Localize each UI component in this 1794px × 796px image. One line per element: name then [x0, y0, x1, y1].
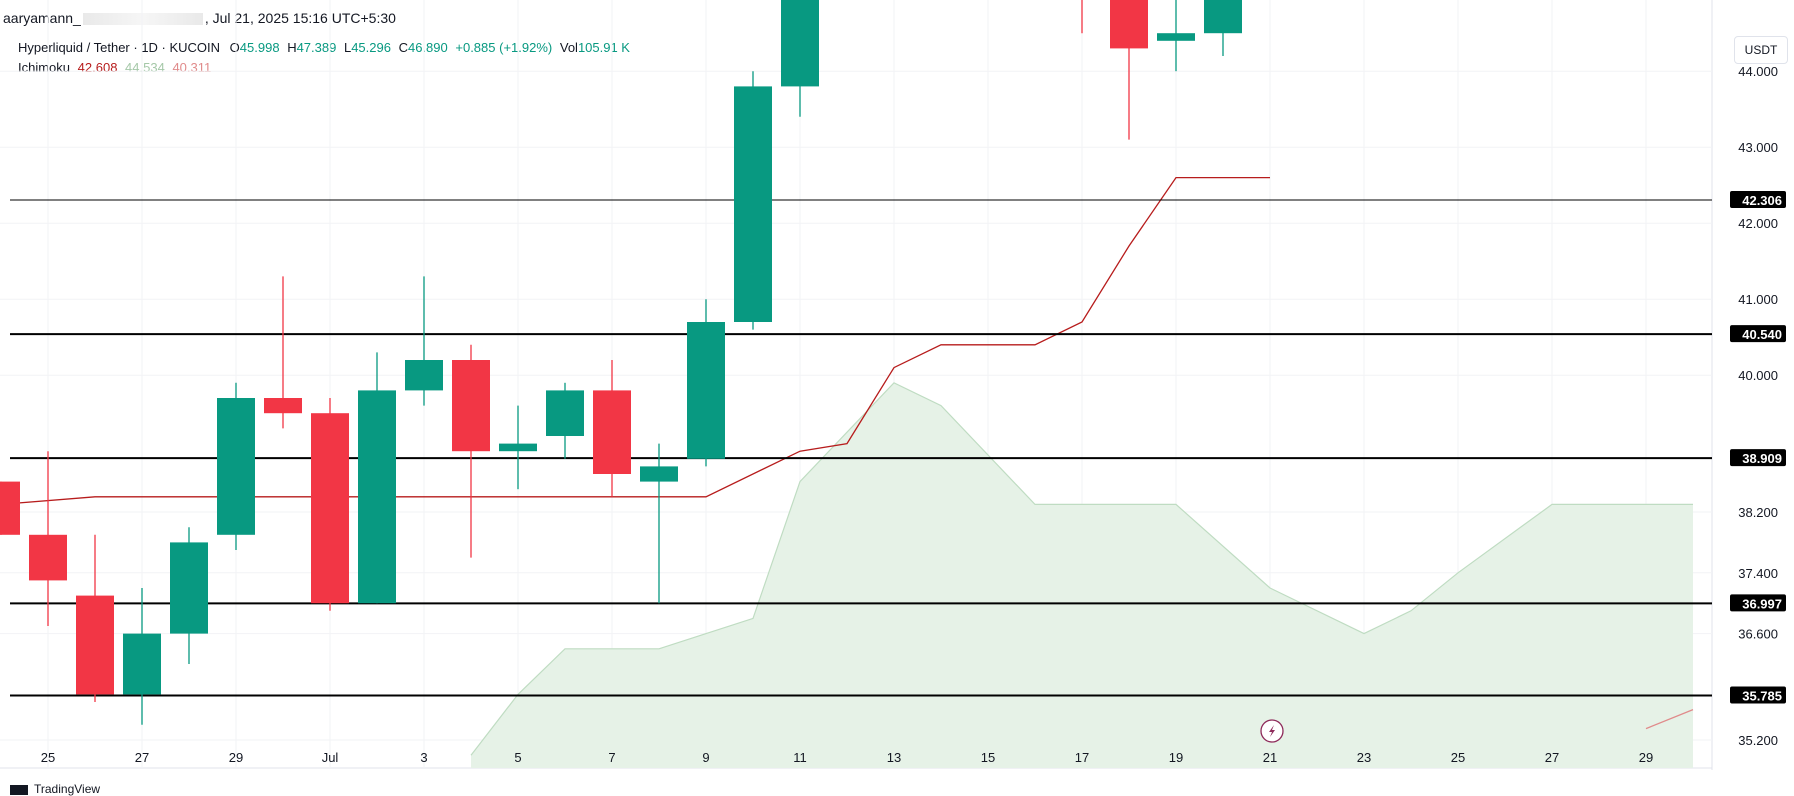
x-tick-label: 25 — [1451, 750, 1465, 765]
level-price-badge-bg — [1730, 686, 1786, 704]
candle-body — [546, 390, 584, 436]
level-price-badge: 42.306 — [1742, 193, 1782, 208]
candle-body — [1157, 33, 1195, 41]
candle-body — [687, 322, 725, 459]
candle-body — [640, 466, 678, 482]
symbol-name[interactable]: Hyperliquid / Tether · 1D · KUCOIN — [18, 40, 221, 55]
level-price-badge: 36.997 — [1742, 596, 1782, 611]
candle-body — [29, 534, 67, 581]
level-price-badge-bg — [1730, 594, 1786, 612]
close-value: 46.890 — [407, 40, 448, 55]
change-value: +0.885 (+1.92%) — [455, 40, 553, 55]
x-tick-label: Jul — [322, 750, 339, 765]
candle-body — [452, 360, 490, 452]
x-tick-label: 13 — [887, 750, 901, 765]
author-name: aaryamann_ — [3, 10, 81, 26]
candle-body — [123, 633, 161, 695]
ichimoku-lagging-tail — [1645, 708, 1694, 730]
x-tick-label: 15 — [981, 750, 995, 765]
x-tick-label: 29 — [1639, 750, 1653, 765]
candle-body — [781, 0, 819, 87]
snapshot-datetime: , Jul 21, 2025 15:16 UTC+5:30 — [204, 10, 396, 26]
level-price-badge-bg — [1730, 449, 1786, 467]
level-price-badge-bg — [1730, 190, 1786, 208]
candle-body — [405, 360, 443, 391]
level-price-badge: 40.540 — [1742, 327, 1782, 342]
y-tick-label: 36.600 — [1738, 627, 1778, 642]
y-tick-label: 38.200 — [1738, 505, 1778, 520]
y-tick-label: 45.000 — [1738, 0, 1778, 3]
candle-body — [311, 413, 349, 604]
open-value: 45.998 — [239, 40, 280, 55]
x-tick-label: 25 — [41, 750, 55, 765]
candle-body — [499, 443, 537, 452]
candle-body — [217, 398, 255, 535]
candle-body — [1204, 0, 1242, 34]
lightning-glyph — [1269, 725, 1275, 737]
candle-body — [264, 398, 302, 414]
high-value: 47.389 — [296, 40, 337, 55]
x-tick-label: 3 — [420, 750, 427, 765]
x-tick-label: 19 — [1169, 750, 1183, 765]
tradingview-logo-icon — [10, 784, 28, 795]
close-label: C — [398, 40, 408, 55]
candle-body — [0, 481, 20, 535]
candle-body — [593, 390, 631, 474]
x-tick-label: 9 — [702, 750, 709, 765]
y-tick-label: 40.000 — [1738, 368, 1778, 383]
x-tick-label: 11 — [793, 750, 807, 765]
x-tick-label: 27 — [135, 750, 149, 765]
open-label: O — [229, 40, 240, 55]
ichimoku-cloud-edge — [470, 382, 1693, 756]
y-tick-label: 35.200 — [1738, 733, 1778, 748]
y-tick-label: 43.000 — [1738, 140, 1778, 155]
level-price-badge: 35.785 — [1742, 689, 1782, 704]
x-tick-label: 27 — [1545, 750, 1559, 765]
y-tick-label: 37.400 — [1738, 566, 1778, 581]
x-tick-label: 21 — [1263, 750, 1277, 765]
footer-brand: TradingView — [10, 782, 100, 796]
x-tick-label: 5 — [514, 750, 521, 765]
x-tick-label: 29 — [229, 750, 243, 765]
y-tick-label: 44.000 — [1738, 64, 1778, 79]
volume-value: 105.91 K — [577, 40, 630, 55]
chart-snapshot-header: aaryamann_ , Jul 21, 2025 15:16 UTC+5:30 — [3, 10, 396, 26]
footer-brand-text: TradingView — [34, 782, 101, 796]
redacted-text — [82, 13, 203, 26]
x-tick-label: 17 — [1075, 750, 1089, 765]
y-tick-label: 42.000 — [1738, 216, 1778, 231]
low-value: 45.296 — [351, 40, 391, 55]
level-price-badge: 38.909 — [1742, 451, 1782, 466]
ichimoku-cloud — [471, 382, 1693, 768]
candle-body — [358, 390, 396, 604]
candle-body — [734, 86, 772, 323]
symbol-legend-row: Hyperliquid / Tether · 1D · KUCOIN O45.9… — [18, 38, 630, 58]
level-price-badge-bg — [1730, 325, 1786, 343]
high-label: H — [287, 40, 297, 55]
candle-body — [1110, 0, 1148, 49]
y-tick-label: 41.000 — [1738, 292, 1778, 307]
currency-selector[interactable]: USDT — [1734, 36, 1788, 64]
ichimoku-baseline — [0, 176, 1270, 506]
low-label: L — [343, 40, 352, 55]
x-tick-label: 7 — [608, 750, 615, 765]
x-tick-label: 23 — [1357, 750, 1371, 765]
volume-label: Vol — [559, 40, 578, 55]
candle-body — [76, 595, 114, 695]
candle-body — [170, 542, 208, 634]
